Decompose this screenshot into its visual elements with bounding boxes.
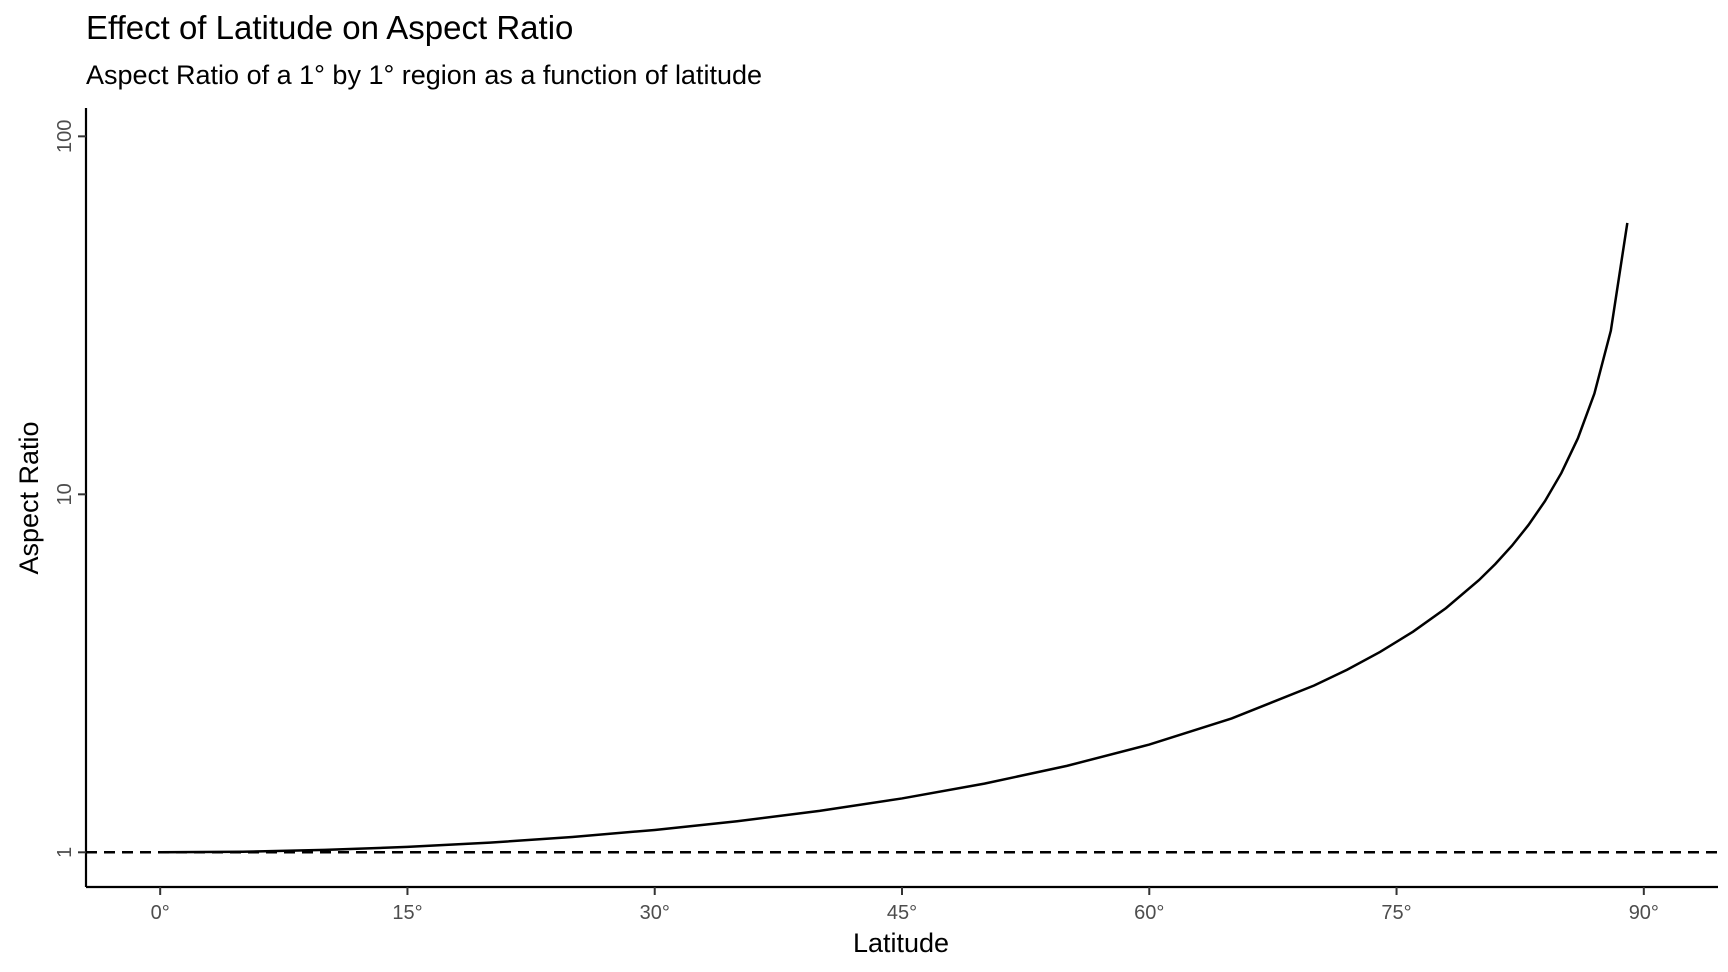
y-axis-title: Aspect Ratio [14,421,44,574]
chart-title: Effect of Latitude on Aspect Ratio [86,9,573,46]
aspect-ratio-curve [160,222,1629,854]
x-axis: 0° 15° 30° 45° 60° 75° 90° [86,885,1718,924]
x-tick-label: 45° [887,902,917,924]
chart-subtitle: Aspect Ratio of a 1° by 1° region as a f… [86,60,762,90]
x-axis-title: Latitude [853,928,949,958]
x-tick-label: 0° [151,902,170,924]
x-tick-label: 30° [640,902,670,924]
y-tick-label: 100 [54,120,76,153]
y-tick-label: 1 [54,847,76,858]
x-tick-label: 60° [1134,902,1164,924]
y-tick-label: 10 [54,483,76,505]
data-points [159,222,1628,853]
plot-area [86,222,1718,854]
x-tick-label: 15° [392,902,422,924]
y-axis: 1 10 100 [54,108,88,887]
x-tick-label: 90° [1629,902,1659,924]
x-tick-label: 75° [1381,902,1411,924]
